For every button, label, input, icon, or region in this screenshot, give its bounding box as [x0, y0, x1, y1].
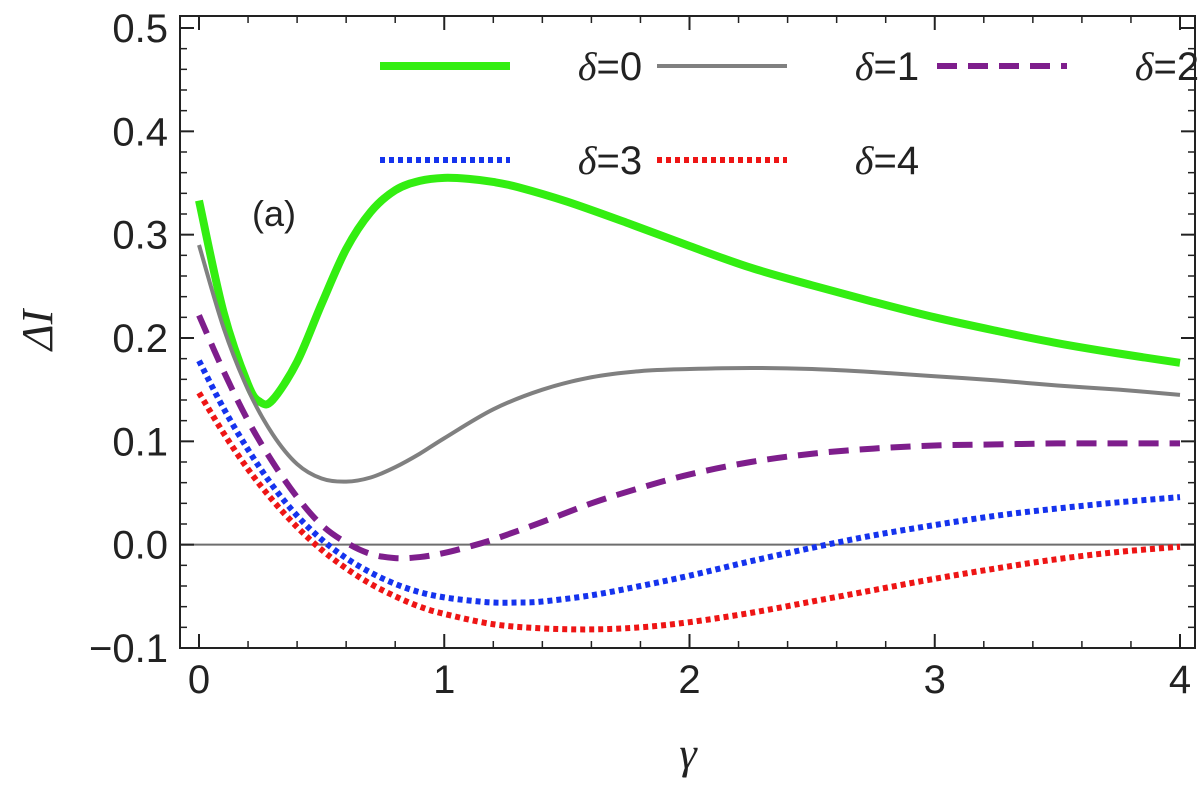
x-tick-label: 4: [1169, 658, 1191, 702]
series-line-delta-2: [196, 314, 1180, 562]
panel-annotation: (a): [252, 193, 296, 234]
legend-label-delta-3: δ=3: [578, 138, 642, 183]
legend: δ=0 δ=1 δ=2 δ=3 δ=4: [380, 44, 1199, 183]
plot-area: [180, 16, 1195, 648]
legend-label-delta-2: δ=2: [1135, 44, 1199, 89]
series-line-delta-4: [196, 391, 1181, 633]
x-axis-title: γ: [679, 729, 698, 778]
y-tick-label: 0.0: [112, 524, 168, 568]
y-tick-label: 0.3: [112, 214, 168, 258]
legend-label-delta-4: δ=4: [855, 138, 919, 183]
y-tick-label: −0.1: [89, 627, 168, 671]
series-layer: [195, 173, 1181, 633]
tick-layer: 0 1 2 3 4 −0.1 0.0 0.1 0.2 0.3 0.4 0.5: [89, 7, 1195, 702]
series-line-delta-0: [195, 173, 1181, 409]
x-tick-label: 0: [188, 658, 210, 702]
y-tick-label: 0.5: [112, 7, 168, 51]
series-line-delta-1: [197, 244, 1181, 484]
x-tick-label: 1: [433, 658, 455, 702]
y-tick-label: 0.2: [112, 317, 168, 361]
legend-label-delta-1: δ=1: [855, 44, 919, 89]
plot-frame: [179, 15, 1196, 649]
plot-background: [180, 16, 1195, 648]
x-tick-label: 2: [678, 658, 700, 702]
y-axis-title: ΔI: [13, 307, 62, 352]
y-tick-label: 0.4: [112, 110, 168, 154]
frame-layer: [179, 15, 1196, 649]
x-tick-label: 3: [924, 658, 946, 702]
legend-label-delta-0: δ=0: [578, 44, 642, 89]
series-line-delta-3: [196, 359, 1181, 606]
y-tick-label: 0.1: [112, 420, 168, 464]
